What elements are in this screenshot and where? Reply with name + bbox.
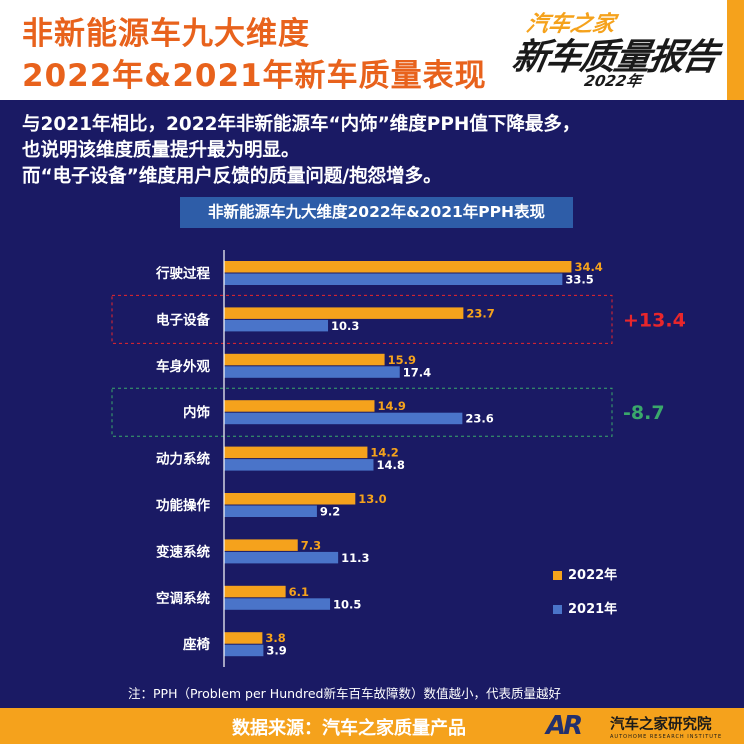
value-label-2021-8: 10.5 (333, 597, 361, 611)
bar-2021-5 (224, 459, 374, 471)
value-label-2021-6: 9.2 (320, 505, 340, 519)
intro-line-2: 也说明该维度质量提升最为明显。 (22, 140, 300, 161)
institute-name: 汽车之家研究院 (610, 717, 712, 733)
value-label-2022-9: 3.8 (265, 631, 285, 645)
legend-swatch-2022 (553, 571, 562, 580)
value-label-2022-3: 15.9 (388, 353, 416, 367)
data-source: 数据来源：汽车之家质量产品 (232, 718, 466, 739)
header-banner: 非新能源车九大维度 2022年&2021年新车质量表现 汽车之家 新车质量报告 … (0, 0, 744, 100)
bar-2022-5 (224, 446, 368, 459)
bar-2021-9 (224, 644, 264, 657)
legend-swatch-2021 (553, 605, 562, 614)
legend-label-2022: 2022年 (568, 568, 618, 583)
value-label-2021-7: 11.3 (341, 551, 369, 565)
value-label-2021-4: 23.6 (465, 412, 493, 426)
bar-2022-8 (224, 585, 286, 598)
bar-2021-4 (224, 412, 463, 425)
bar-2022-2 (224, 307, 464, 319)
ar-logo: AR (546, 711, 583, 741)
page-title-line2: 2022年&2021年新车质量表现 (22, 58, 487, 94)
delta-label-1: +13.4 (623, 309, 686, 331)
bar-2021-6 (224, 505, 317, 517)
legend-label-2021: 2021年 (568, 602, 618, 617)
value-label-2021-9: 3.9 (266, 644, 286, 658)
value-label-2021-3: 17.4 (403, 365, 431, 379)
legend-2022: 2022年 (553, 564, 617, 583)
intro-line-3: 而“电子设备”维度用户反馈的质量问题/抱怨增多。 (22, 166, 442, 187)
value-label-2021-5: 14.8 (376, 458, 404, 472)
legend-2021: 2021年 (553, 598, 617, 617)
footnote: 注：PPH（Problem per Hundred新车百车故障数）数值越小，代表… (128, 686, 561, 701)
value-label-2021-1: 33.5 (565, 273, 593, 287)
category-label-5: 动力系统 (156, 451, 210, 468)
bar-2022-7 (224, 539, 298, 551)
category-label-6: 功能操作 (156, 497, 210, 514)
highlight-box-2 (111, 387, 613, 437)
page-title-line1: 非新能源车九大维度 (22, 16, 310, 52)
delta-label-2: -8.7 (623, 402, 665, 424)
value-label-2022-1: 34.4 (574, 260, 602, 274)
bar-2022-3 (224, 353, 385, 366)
value-label-2021-2: 10.3 (331, 319, 359, 333)
institute-name-en: AUTOHOME RESEARCH INSTITUTE (610, 734, 723, 740)
intro-line-1: 与2021年相比，2022年非新能源车“内饰”维度PPH值下降最多， (22, 114, 581, 135)
value-label-2022-5: 14.2 (370, 446, 398, 460)
bar-2022-9 (224, 632, 263, 644)
bar-2021-7 (224, 551, 339, 564)
footer-bar: 数据来源：汽车之家质量产品 AR 汽车之家研究院 AUTOHOME RESEAR… (0, 708, 744, 744)
report-logo: 汽车之家 新车质量报告 2022年 (500, 4, 742, 96)
logo-year: 2022年 (582, 72, 643, 90)
value-label-2022-8: 6.1 (289, 585, 309, 599)
category-label-1: 行驶过程 (155, 265, 210, 282)
category-label-3: 车身外观 (156, 358, 210, 375)
bar-2021-3 (224, 366, 400, 378)
bar-2022-1 (224, 261, 572, 273)
bar-2022-4 (224, 400, 375, 412)
category-label-7: 变速系统 (156, 543, 210, 560)
value-label-2022-4: 14.9 (377, 399, 405, 413)
category-label-4: 内饰 (183, 404, 210, 421)
bar-2021-2 (224, 319, 329, 332)
category-label-8: 空调系统 (156, 590, 210, 607)
chart-title: 非新能源车九大维度2022年&2021年PPH表现 (180, 197, 573, 228)
highlight-box-1 (111, 294, 613, 344)
category-label-9: 座椅 (183, 636, 210, 653)
value-label-2022-7: 7.3 (301, 538, 321, 552)
bar-2022-6 (224, 493, 356, 505)
bar-2021-8 (224, 598, 331, 610)
category-label-2: 电子设备 (156, 311, 210, 328)
corner-accent (727, 0, 744, 100)
value-label-2022-2: 23.7 (466, 306, 494, 320)
value-label-2022-6: 13.0 (358, 492, 386, 506)
bar-2021-1 (224, 273, 563, 285)
